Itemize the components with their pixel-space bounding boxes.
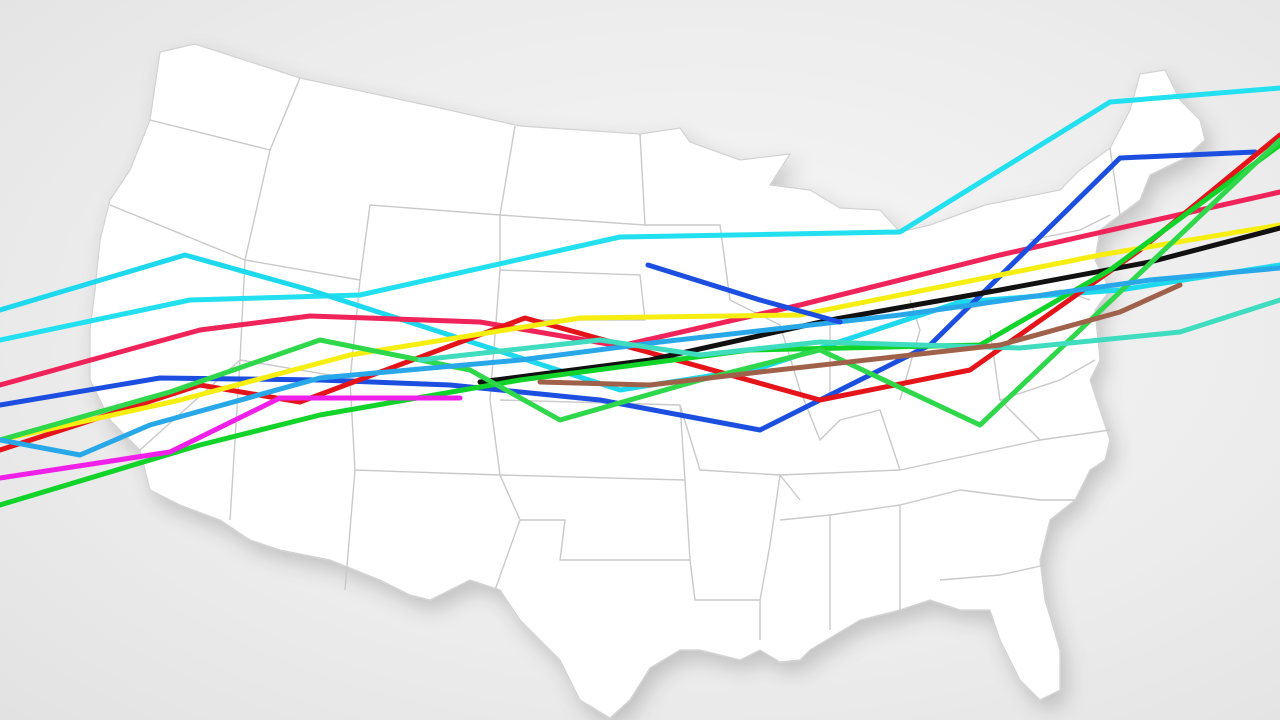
route-line-blue-segment	[645, 262, 843, 325]
route-line-brown	[537, 282, 1183, 388]
route-line-cyan-north	[0, 85, 1280, 343]
route-line-green-1	[0, 142, 1280, 508]
route-line-yellow	[0, 222, 1280, 443]
route-line-black	[477, 225, 1280, 385]
route-line-magenta	[0, 395, 463, 481]
route-line-pink-red	[0, 189, 1280, 388]
route-line-teal	[417, 297, 1280, 363]
route-line-green-2	[0, 137, 1280, 443]
route-lines	[0, 85, 1280, 508]
route-line-sky-blue	[0, 265, 1280, 458]
